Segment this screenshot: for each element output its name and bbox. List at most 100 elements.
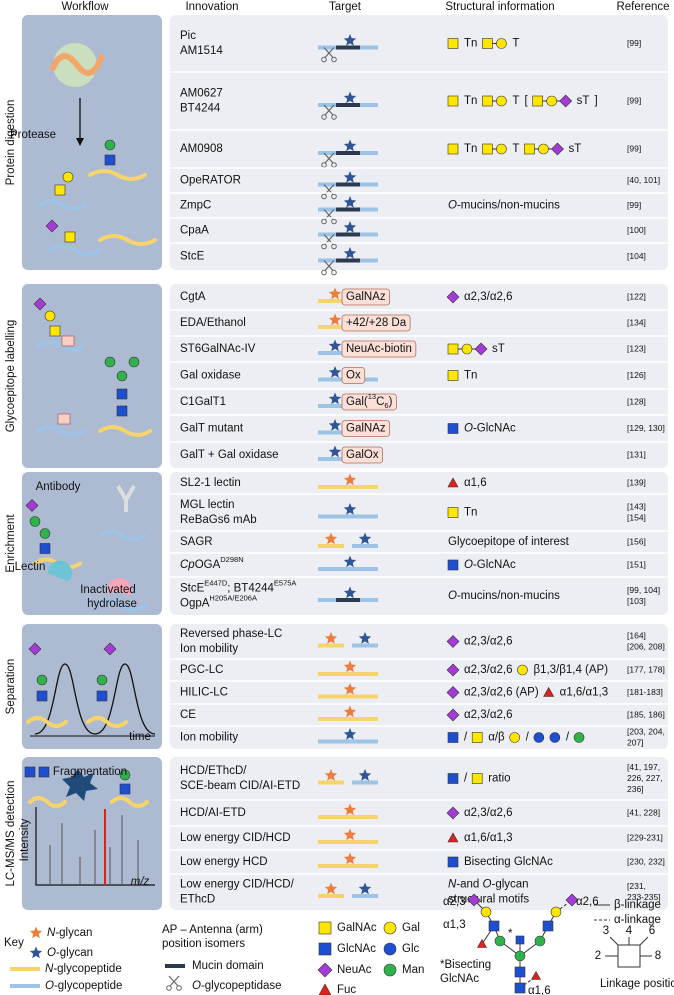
glyph [447, 773, 459, 784]
structural-info: β1,3/β1,4 (AP) [533, 664, 608, 676]
glyph [482, 38, 493, 49]
scissors [321, 193, 327, 200]
glyph [29, 516, 41, 527]
innovation: EThcD [180, 894, 215, 906]
section-title: LC-MS/MS detection [5, 780, 17, 886]
structural-info: α1,6/α1,3 [560, 687, 608, 699]
target-label-box [341, 393, 397, 411]
linkage-label: α1,6 [528, 985, 551, 995]
innovation: ST6GalNAc-IV [180, 343, 256, 355]
innovation: AM0627 [180, 88, 223, 100]
glyph [530, 970, 542, 980]
innovation: EDA/Ethanol [180, 317, 246, 329]
glyph [551, 142, 564, 156]
structural-info: ] [594, 95, 597, 107]
structural-info: α/β [488, 732, 505, 744]
glyph [461, 343, 473, 355]
peptide-wave [98, 599, 147, 612]
innovation: Reversed phase-LC [180, 628, 282, 640]
key-label: GlcNAc [337, 943, 376, 955]
glyph [446, 290, 460, 304]
key-label-part: N [45, 963, 54, 975]
scissors [323, 104, 334, 116]
glyph [317, 962, 333, 978]
glyph [509, 732, 520, 743]
target-label-box [341, 288, 391, 306]
glyph [45, 219, 59, 233]
glyph [482, 143, 493, 155]
header: Workflow [61, 1, 109, 13]
structural-info: O-mucins/non-mucins [448, 590, 560, 602]
structural-info: α2,3/α2,6 (AP) [464, 687, 539, 699]
target-label-part: Gal( [346, 396, 368, 408]
innovation: Ion mobility [180, 643, 238, 655]
glyph [64, 231, 76, 243]
glyph [533, 732, 545, 743]
glycan-star [328, 419, 342, 431]
glyph [514, 966, 526, 978]
reference: [139] [627, 477, 646, 487]
glyph [119, 783, 131, 795]
linkage-label: α2,6 [576, 896, 599, 908]
innovation: AM0908 [180, 143, 223, 155]
reference: [122] [627, 291, 646, 301]
peak [34, 663, 96, 735]
structural-info-part: -GlcNAc [473, 423, 516, 435]
reference: [41, 197, [627, 762, 660, 772]
innovation: StcEE447D; BT4244E575A [180, 579, 296, 595]
reference: 207] [627, 737, 644, 747]
workflow-label: Antibody [36, 481, 81, 493]
structural-info-part: -and [456, 879, 482, 891]
glyph [446, 806, 460, 820]
glyph [446, 686, 460, 699]
glyph [514, 950, 526, 962]
glyph [447, 370, 459, 381]
target-label-box [341, 367, 366, 384]
innovation-part: E447D [204, 579, 228, 588]
axes [35, 807, 155, 886]
key-label: Fuc [337, 984, 356, 995]
scissors [321, 243, 327, 250]
glycan-star [328, 392, 342, 405]
hydrolase [107, 577, 132, 596]
innovation: CE [180, 709, 196, 721]
target-label-part: 6 [384, 401, 388, 410]
innovation: BT4244 [180, 103, 221, 115]
glyph [383, 921, 397, 935]
innovation: MGL lectin [180, 499, 235, 511]
section-title: Glycoepitope labelling [5, 320, 17, 433]
linkage-arm [639, 936, 649, 946]
glycan-star [343, 683, 357, 695]
glyph [36, 690, 48, 702]
key-label-part: -glycopeptide [53, 963, 121, 975]
glyph [383, 963, 397, 977]
glycan-star [343, 828, 357, 841]
peptide-wave [98, 425, 152, 437]
glycan-star [343, 473, 357, 486]
scissors [321, 114, 327, 120]
glycan-star [324, 882, 338, 895]
scissors [323, 47, 334, 58]
structural-info: Tn [464, 507, 477, 519]
section-panel [170, 624, 668, 749]
glyph [573, 732, 585, 743]
key-label-part: O [192, 980, 201, 992]
key-label: *Bisecting [440, 959, 491, 971]
target-label: GalNAz [346, 291, 386, 303]
scissors [324, 152, 335, 164]
section-title: Protein digestion [5, 100, 17, 186]
glyph [467, 893, 481, 907]
structural-info: α2,3/α2,6 [464, 807, 512, 819]
workflow-panel [22, 757, 162, 910]
innovation: AM1514 [180, 45, 223, 57]
innovation-part: H205A/E206A [209, 594, 257, 603]
key-label-part: -glycan [55, 927, 92, 939]
glyph [447, 507, 459, 518]
glyph [96, 690, 108, 702]
glyph [104, 139, 116, 151]
innovation: Gal oxidase [180, 370, 241, 382]
glyph [103, 642, 117, 656]
glyph [318, 942, 332, 956]
target-label-part: ) [389, 396, 393, 408]
